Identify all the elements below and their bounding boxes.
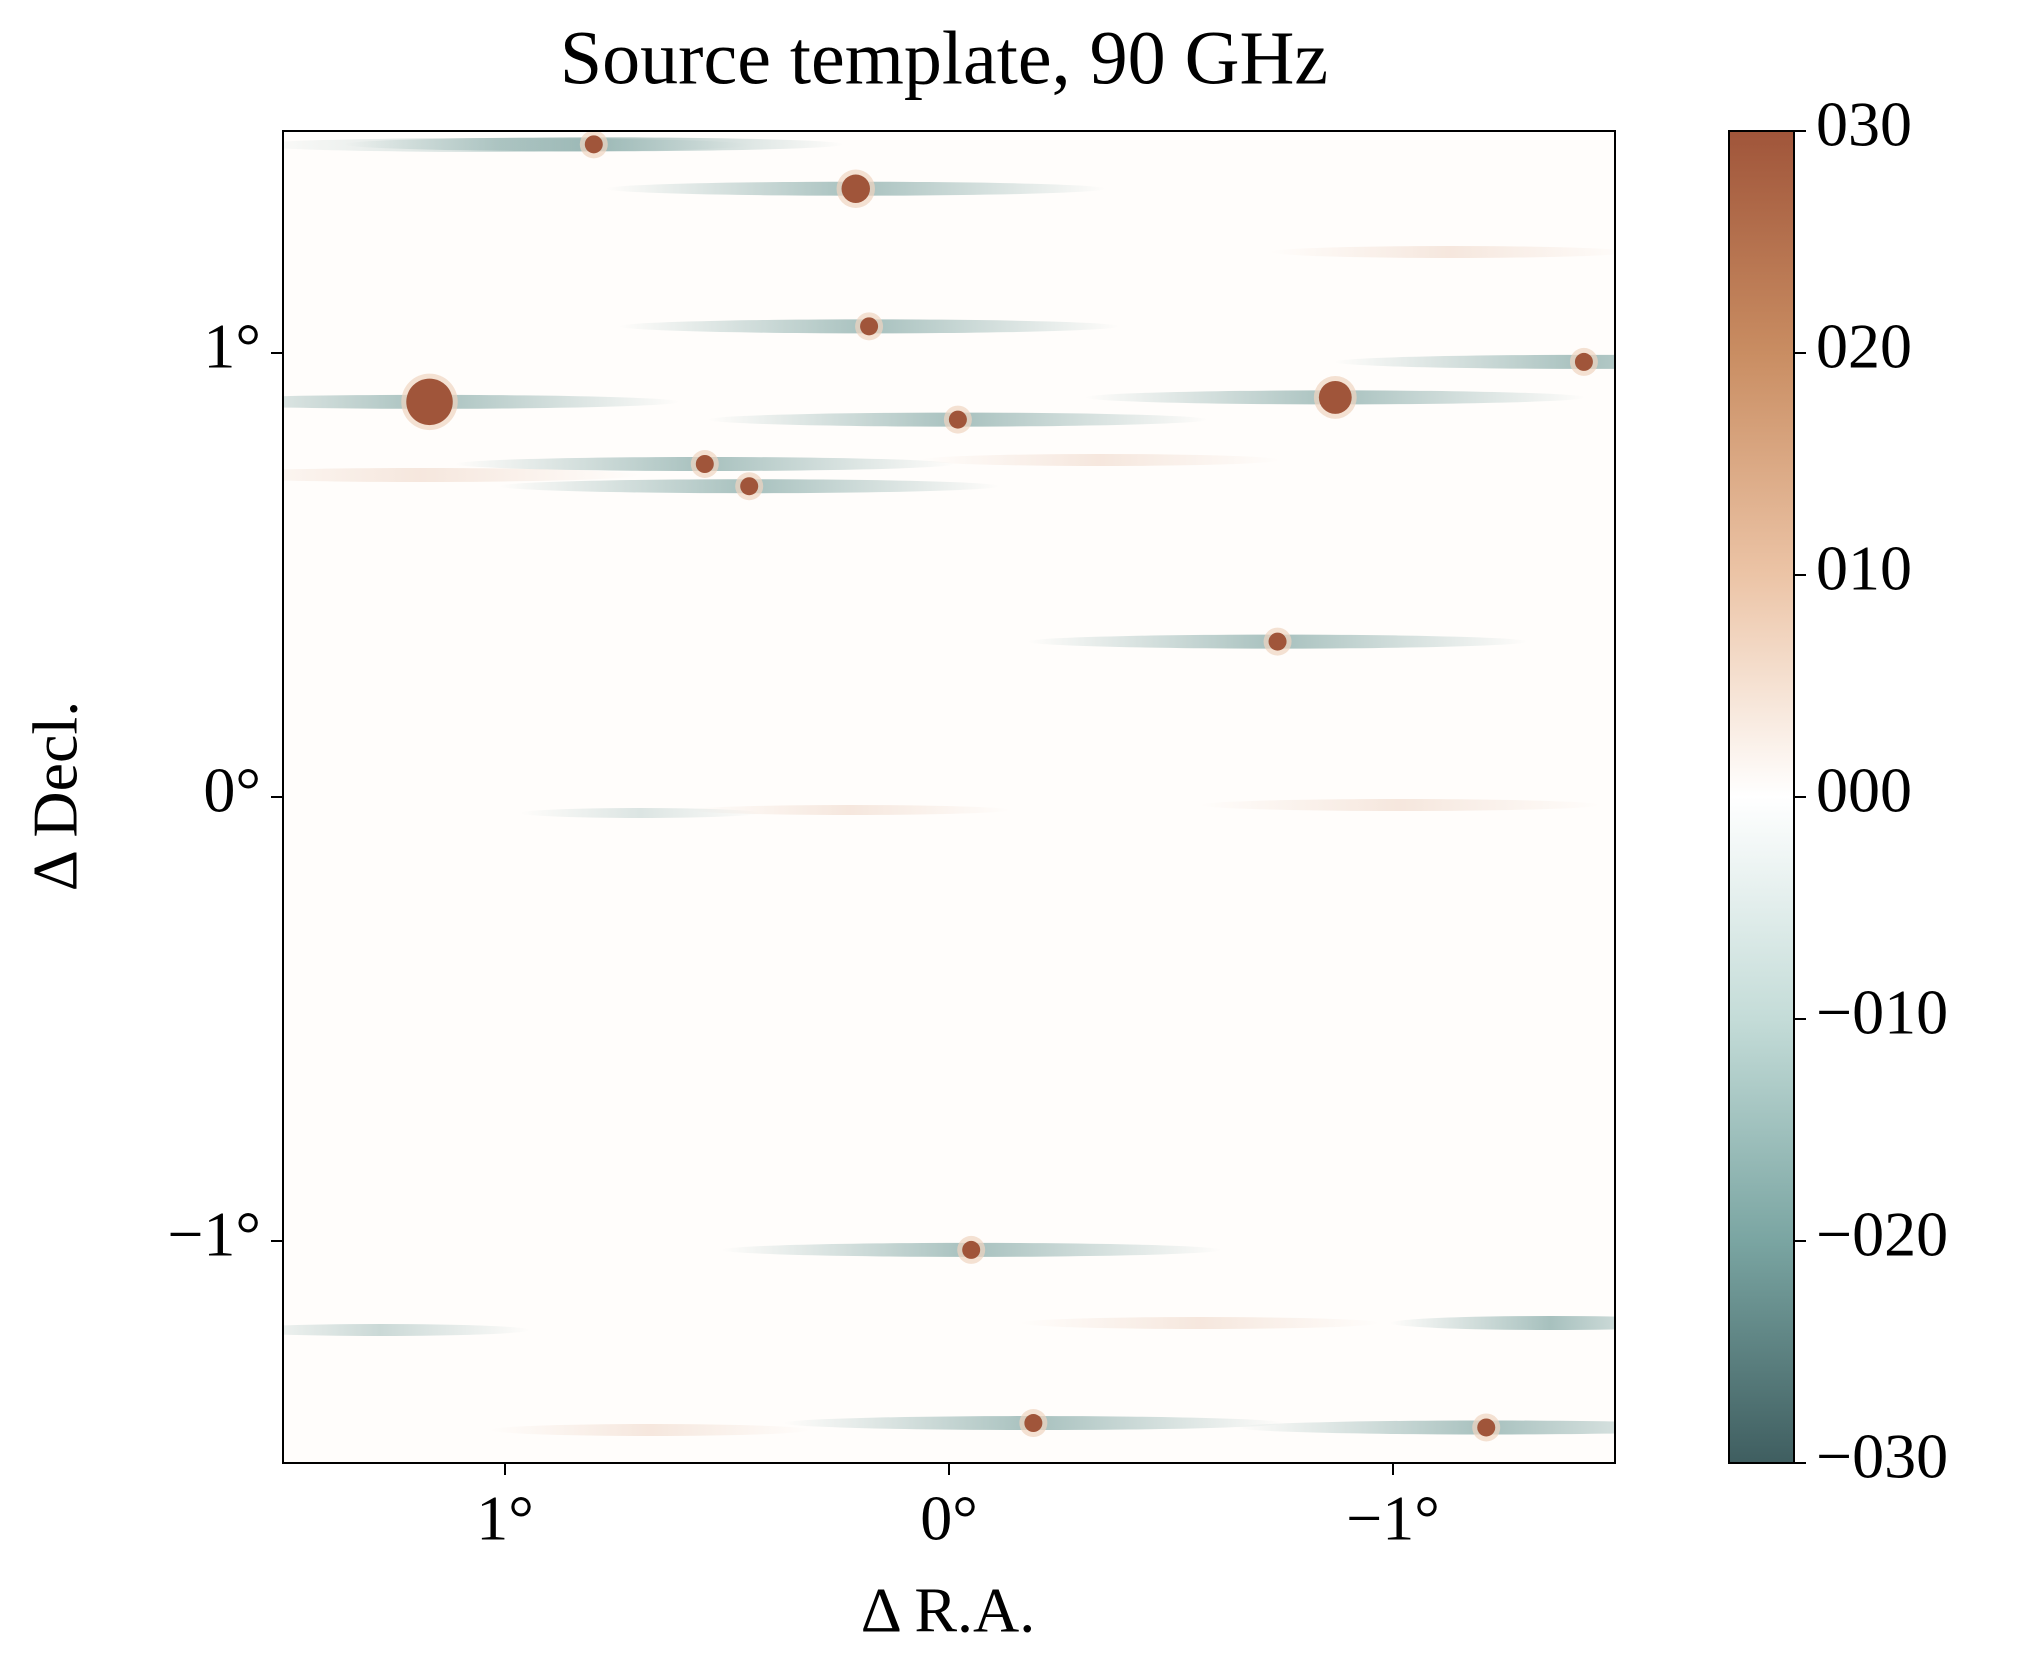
- x-tick-label: 1°: [476, 1483, 534, 1554]
- plot-background: [283, 131, 1615, 1463]
- source: [1574, 352, 1593, 371]
- colorbar-tick-label: 000: [1816, 755, 1912, 826]
- source: [740, 477, 759, 496]
- streak: [1200, 799, 1600, 811]
- source: [962, 1240, 981, 1259]
- source: [841, 174, 870, 203]
- streak: [1270, 246, 1615, 258]
- streak: [1390, 1316, 1615, 1330]
- chart-title: Source template, 90 GHz: [560, 16, 1328, 100]
- x-tick-label: −1°: [1346, 1483, 1440, 1554]
- source: [1268, 632, 1287, 651]
- source: [948, 410, 967, 429]
- streak: [1333, 354, 1615, 369]
- colorbar-tick-label: −030: [1816, 1421, 1948, 1492]
- source: [1477, 1418, 1496, 1437]
- source: [584, 135, 603, 154]
- streak: [283, 394, 680, 409]
- x-tick-label: 0°: [920, 1483, 978, 1554]
- colorbar-tick-label: −010: [1816, 977, 1948, 1048]
- colorbar-tick-label: 010: [1816, 533, 1912, 604]
- colorbar-tick-label: 030: [1816, 89, 1912, 160]
- colorbar-tick-label: 020: [1816, 311, 1912, 382]
- x-axis-label: Δ R.A.: [861, 1575, 1036, 1646]
- source: [406, 378, 453, 426]
- source: [860, 317, 879, 336]
- marks: [283, 131, 1615, 1442]
- streak: [920, 454, 1280, 466]
- y-tick-label: −1°: [167, 1199, 261, 1270]
- streak: [520, 808, 760, 818]
- y-axis-label: Δ Decl.: [20, 701, 91, 891]
- source: [1318, 380, 1352, 414]
- streak: [283, 468, 640, 482]
- source: [695, 455, 714, 473]
- streak: [490, 1424, 810, 1436]
- streak: [1020, 1317, 1380, 1329]
- streak: [283, 1324, 530, 1336]
- streak: [1236, 1420, 1615, 1435]
- colorbar: [1728, 130, 1795, 1464]
- colorbar-tick-label: −020: [1816, 1199, 1948, 1270]
- streak: [690, 805, 1010, 815]
- y-tick-label: 0°: [203, 755, 261, 826]
- source: [1024, 1414, 1043, 1433]
- y-tick-label: 1°: [203, 311, 261, 382]
